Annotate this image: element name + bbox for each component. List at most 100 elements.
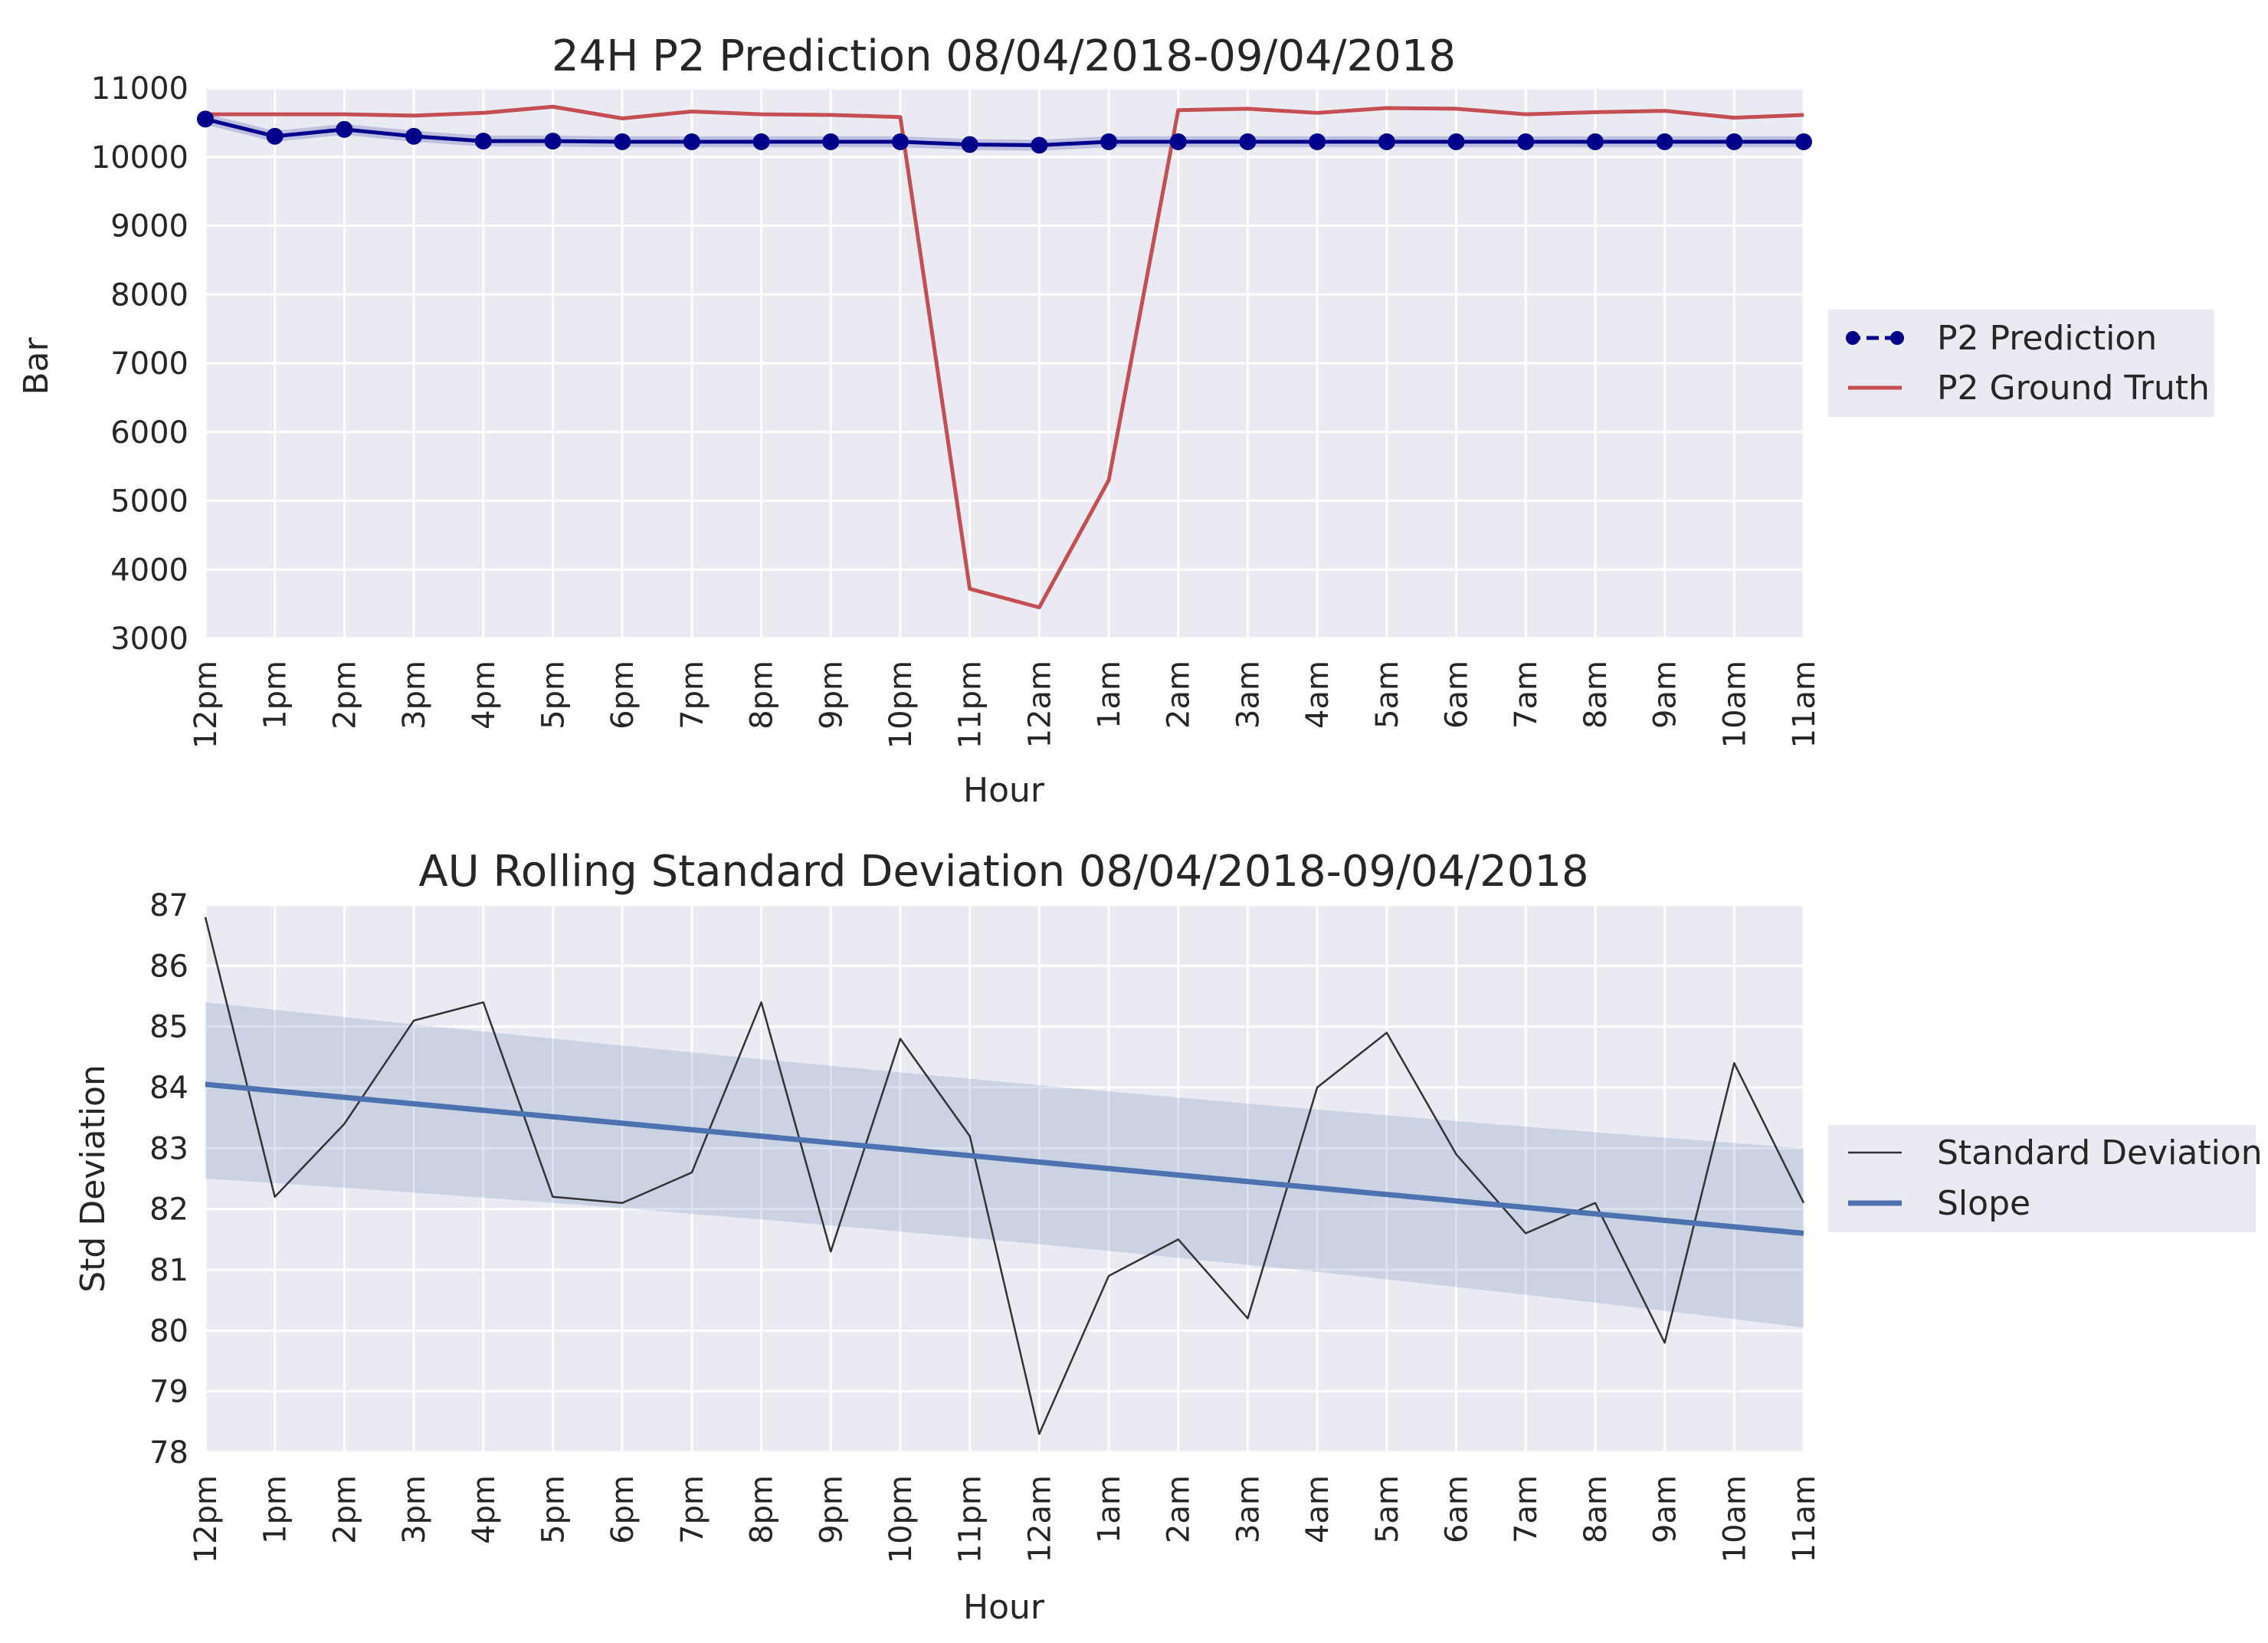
point-p2-prediction: [614, 133, 631, 151]
x-tick-label: 6pm: [605, 1475, 641, 1544]
x-tick-label: 7am: [1509, 661, 1544, 729]
legend-label-p2-prediction: P2 Prediction: [1937, 319, 2157, 358]
y-tick-label: 4000: [110, 553, 188, 588]
series-line-std-deviation: [204, 917, 1805, 1435]
point-p2-prediction: [1100, 133, 1118, 151]
x-tick-label: 11pm: [953, 661, 988, 749]
y-tick-label: 87: [149, 888, 188, 923]
x-tick-label: 5am: [1370, 661, 1405, 729]
y-tick-label: 6000: [110, 415, 188, 451]
y-tick-label: 78: [149, 1435, 188, 1471]
y-tick-label: 3000: [110, 621, 188, 657]
y-tick-label: 83: [149, 1131, 188, 1166]
legend-p2: P2 Prediction P2 Ground Truth: [1828, 310, 2214, 417]
y-tick-label: 8000: [110, 277, 188, 313]
x-tick-label: 7pm: [675, 661, 710, 730]
x-tick-label: 7am: [1509, 1475, 1544, 1543]
x-tick-label: 11am: [1787, 661, 1822, 748]
x-tick-label: 1pm: [258, 661, 293, 730]
chart-title-p2: 24H P2 Prediction 08/04/2018-09/04/2018: [552, 31, 1456, 81]
slope-confidence-band: [205, 1002, 1804, 1328]
x-tick-label: 12am: [1022, 1475, 1057, 1563]
x-tick-label: 8am: [1578, 1475, 1614, 1543]
x-tick-labels-p2: 12pm 1pm 2pm 3pm 4pm 5pm 6pm 7pm 8pm 9pm 10pm 11pm 1…: [188, 661, 1822, 749]
x-tick-label: 12pm: [188, 1475, 224, 1563]
point-p2-prediction: [1656, 133, 1673, 151]
x-tick-label: 2am: [1162, 661, 1197, 729]
x-tick-label: 8pm: [745, 1475, 780, 1544]
x-tick-label: 2am: [1162, 1475, 1197, 1543]
x-tick-label: 4pm: [467, 661, 502, 730]
grid-std: [204, 903, 1805, 1454]
x-tick-label: 5pm: [536, 1475, 571, 1544]
x-tick-label: 6pm: [605, 661, 641, 730]
point-p2-prediction: [544, 133, 562, 150]
x-tick-label: 10pm: [883, 1475, 919, 1563]
point-p2-prediction: [1031, 136, 1048, 154]
x-tick-label: 3pm: [397, 661, 432, 730]
y-tick-label: 9000: [110, 209, 188, 244]
x-tick-label: 11am: [1787, 1475, 1822, 1563]
x-tick-label: 1am: [1092, 661, 1127, 729]
y-tick-label: 81: [149, 1253, 188, 1288]
point-p2-prediction: [405, 127, 423, 145]
point-p2-prediction: [1726, 133, 1743, 151]
chart-p2-prediction: 3000 4000 5000 6000 7000 8000 9000 10000 11000 1…: [17, 31, 2214, 810]
plot-area-std: [205, 905, 1804, 1452]
x-tick-label: 8am: [1578, 661, 1614, 729]
legend-label-slope: Slope: [1937, 1184, 2030, 1223]
point-p2-prediction: [683, 133, 700, 151]
x-tick-label: 10pm: [883, 661, 919, 749]
y-tick-label: 10000: [91, 140, 188, 175]
point-p2-prediction: [891, 133, 909, 151]
point-p2-prediction: [1309, 133, 1326, 151]
x-tick-labels-std: 12pm 1pm 2pm 3pm 4pm 5pm 6pm 7pm 8pm 9pm 10pm 11pm 1…: [188, 1475, 1822, 1563]
y-tick-label: 85: [149, 1010, 188, 1045]
y-axis-label-p2: Bar: [17, 336, 56, 395]
x-tick-label: 5pm: [536, 661, 571, 730]
x-axis-label-p2: Hour: [963, 771, 1045, 810]
point-p2-prediction: [1586, 133, 1604, 151]
x-tick-label: 9pm: [814, 1475, 849, 1544]
legend-box-std: [1828, 1125, 2256, 1232]
series-p2: [197, 104, 1812, 610]
x-tick-label: 4pm: [467, 1475, 502, 1544]
x-tick-label: 2pm: [327, 661, 362, 730]
y-tick-labels-std: 78 79 80 81 82 83 84 85 86 87: [149, 888, 188, 1471]
chart-title-std: AU Rolling Standard Deviation 08/04/2018…: [418, 847, 1588, 897]
legend-std: Standard Deviation Slope: [1828, 1125, 2263, 1232]
y-axis-label-std: Std Deviation: [74, 1064, 113, 1293]
x-tick-label: 1am: [1092, 1475, 1127, 1543]
x-tick-label: 2pm: [327, 1475, 362, 1544]
legend-marker-left: [1846, 331, 1860, 345]
y-tick-label: 84: [149, 1071, 188, 1106]
y-tick-label: 79: [149, 1375, 188, 1410]
y-tick-label: 7000: [110, 346, 188, 382]
slope-band: [205, 1002, 1804, 1328]
series-line-p2-prediction: [205, 116, 1804, 147]
x-tick-label: 11pm: [953, 1475, 988, 1563]
x-tick-label: 6am: [1440, 661, 1475, 729]
series-line-slope: [205, 1081, 1804, 1236]
x-tick-label: 4am: [1300, 661, 1336, 729]
legend-label-p2-ground-truth: P2 Ground Truth: [1937, 369, 2210, 408]
x-tick-label: 5am: [1370, 1475, 1405, 1543]
x-tick-label: 9am: [1648, 1475, 1683, 1543]
grid-p2: [204, 87, 1805, 640]
y-tick-label: 5000: [110, 484, 188, 520]
legend-box-p2: [1828, 310, 2214, 417]
point-p2-prediction: [1517, 133, 1535, 151]
x-tick-label: 3pm: [397, 1475, 432, 1544]
y-tick-label: 80: [149, 1313, 188, 1349]
x-tick-label: 8pm: [745, 661, 780, 730]
y-tick-label: 86: [149, 949, 188, 984]
x-tick-label: 10am: [1717, 1475, 1752, 1563]
x-tick-label: 9am: [1648, 661, 1683, 729]
y-tick-label: 82: [149, 1192, 188, 1228]
x-tick-label: 6am: [1440, 1475, 1475, 1543]
x-tick-label: 4am: [1300, 1475, 1336, 1543]
point-p2-prediction: [197, 110, 214, 128]
x-tick-label: 1pm: [258, 1475, 293, 1544]
point-p2-prediction: [1795, 133, 1812, 151]
series-line-p2-ground-truth: [205, 104, 1804, 610]
